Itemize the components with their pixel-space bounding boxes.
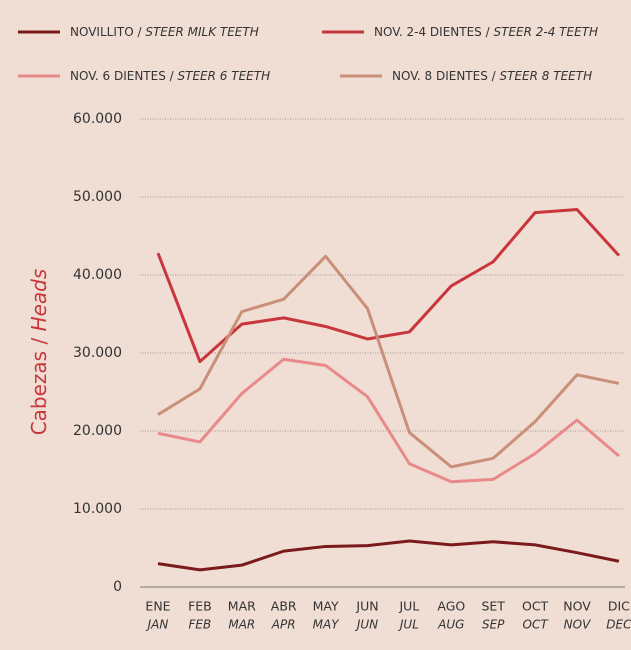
- x-tick-label-en: JUL: [398, 618, 419, 632]
- legend-sep: /: [492, 69, 497, 83]
- legend-label: NOVILLITO / STEER MILK TEETH: [70, 25, 259, 39]
- series-line: [156, 207, 621, 364]
- y-tick-label: 60.000: [73, 111, 122, 127]
- legend-label: NOV. 8 DIENTES / STEER 8 TEETH: [392, 69, 592, 83]
- x-tick-label: DIC: [608, 599, 630, 614]
- x-tick-label: JUL: [398, 599, 419, 614]
- x-tick-label-en: SEP: [482, 618, 505, 632]
- legend-sep: /: [137, 25, 142, 39]
- legend-name-en: STEER MILK TEETH: [145, 25, 258, 39]
- y-axis-label: Cabezas / Heads: [27, 269, 51, 436]
- legend-name: NOV. 6 DIENTES: [70, 69, 166, 83]
- x-tick-label: AGO: [437, 599, 465, 614]
- legend-name-en: STEER 6 TEETH: [178, 69, 271, 83]
- x-tick-label: ABR: [271, 599, 297, 614]
- series-line: [157, 539, 620, 572]
- legend-sep: /: [486, 25, 491, 39]
- x-tick-label-en: DEC: [606, 618, 631, 632]
- y-tick-label: 0: [113, 579, 122, 595]
- x-tick-label-en: JUN: [355, 618, 378, 632]
- legend-label: NOV. 6 DIENTES / STEER 6 TEETH: [70, 69, 270, 83]
- y-tick-label: 20.000: [73, 423, 122, 439]
- legend-sep: /: [170, 69, 175, 83]
- legend-name: NOVILLITO: [70, 25, 134, 39]
- y-label-es: Cabezas: [27, 351, 51, 435]
- y-tick-label: 50.000: [73, 189, 122, 205]
- y-tick-label: 30.000: [73, 345, 122, 361]
- y-label-en: Heads: [27, 269, 51, 332]
- x-tick-label-en: MAY: [313, 618, 341, 632]
- x-tick-label: ENE: [145, 599, 170, 614]
- x-tick-label-en: AUG: [437, 618, 464, 632]
- x-tick-label: FEB: [188, 599, 212, 614]
- x-tick-label: JUN: [355, 599, 378, 614]
- legend-name-en: STEER 2-4 TEETH: [494, 25, 599, 39]
- y-label-sep: /: [27, 338, 51, 345]
- x-tick-label: MAY: [313, 599, 339, 614]
- y-tick-label: 40.000: [73, 267, 122, 283]
- legend-name: NOV. 8 DIENTES: [392, 69, 488, 83]
- x-tick-label-en: NOV: [564, 618, 591, 632]
- x-tick-label: MAR: [228, 599, 256, 614]
- x-tick-label: SET: [481, 599, 505, 614]
- x-tick-label: OCT: [522, 599, 549, 614]
- x-tick-label-en: APR: [271, 618, 296, 632]
- y-tick-label: 10.000: [73, 501, 122, 517]
- x-tick-label-en: OCT: [523, 618, 550, 632]
- legend-label: NOV. 2-4 DIENTES / STEER 2-4 TEETH: [374, 25, 598, 39]
- x-tick-label: NOV: [563, 599, 591, 614]
- x-tick-label-en: MAR: [228, 618, 255, 632]
- series-line: [157, 254, 620, 469]
- x-tick-label-en: JAN: [146, 618, 169, 632]
- series-line: [157, 357, 620, 484]
- x-tick-label-en: FEB: [189, 618, 212, 632]
- legend-name: NOV. 2-4 DIENTES: [374, 25, 482, 39]
- legend-name-en: STEER 8 TEETH: [500, 69, 593, 83]
